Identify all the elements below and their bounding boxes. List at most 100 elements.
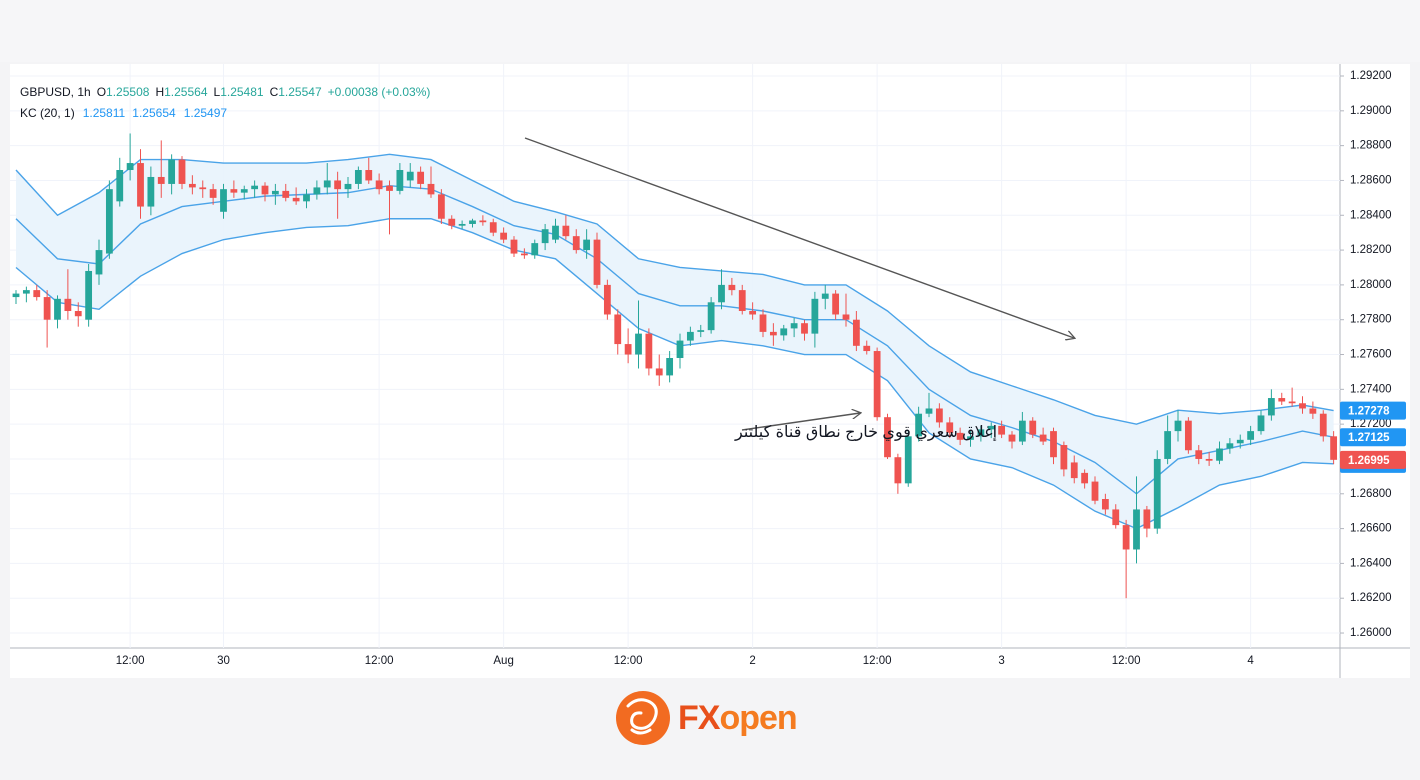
indicator-value: 1.25811: [83, 106, 126, 120]
candle-body: [54, 298, 61, 320]
candle-body: [1216, 448, 1223, 461]
annotation: إغلاق سعري قوي خارج نطاق قناة كيلتنر: [734, 424, 997, 442]
candle-body: [178, 159, 186, 184]
candle-body: [593, 239, 601, 285]
x-tick-label: 12:00: [614, 655, 643, 667]
candle-body: [168, 159, 176, 184]
price-tag-label: 1.26995: [1348, 455, 1390, 467]
candle-body: [603, 284, 611, 315]
candle-body: [365, 170, 373, 181]
field-value: 1.25508: [106, 85, 150, 99]
y-tick-label: 1.28200: [1350, 244, 1392, 256]
x-tick-label: 30: [217, 655, 230, 667]
axes: 1.260001.262001.264001.266001.268001.270…: [116, 70, 1392, 667]
candle-body: [686, 331, 694, 341]
candle-body: [801, 323, 808, 334]
indicator-name: KC (20, 1): [20, 106, 75, 120]
y-tick-label: 1.26000: [1350, 627, 1392, 639]
candle-body: [396, 170, 404, 191]
candle-body: [12, 293, 20, 298]
candle-body: [479, 220, 487, 223]
brand-open: open: [719, 699, 796, 737]
candle-body: [271, 190, 279, 195]
candle-body: [1101, 498, 1109, 510]
channel-upper: [15, 153, 1334, 425]
candle-body: [469, 220, 476, 224]
candle-body: [1226, 443, 1234, 449]
candle-body: [313, 187, 321, 195]
candle-body: [1018, 420, 1026, 442]
candle-body: [998, 425, 1006, 435]
field-key: O: [97, 85, 106, 99]
field-key: L: [214, 85, 221, 99]
candle-body: [749, 311, 757, 315]
candle-body: [1070, 462, 1078, 479]
x-tick-label: 12:00: [365, 655, 394, 667]
symbol: GBPUSD, 1h: [20, 85, 91, 99]
candle-body: [1330, 436, 1338, 460]
chart-panel: [10, 64, 1410, 678]
y-tick-label: 1.28000: [1350, 279, 1392, 291]
candle-body: [1164, 431, 1172, 459]
y-tick-label: 1.29200: [1350, 70, 1392, 82]
candle-body: [137, 163, 144, 207]
candle-body: [303, 194, 310, 202]
candle-body: [935, 408, 943, 423]
change: +0.00038 (+0.03%): [328, 85, 431, 99]
candle-body: [1122, 525, 1130, 550]
candle-body: [64, 298, 72, 312]
candle-body: [821, 293, 829, 299]
candle-body: [147, 176, 155, 207]
candle-body: [666, 358, 674, 376]
candle-body: [1153, 458, 1161, 529]
brand-fx: FX: [678, 699, 721, 737]
trend-arrow: [524, 137, 1074, 338]
candle-body: [832, 293, 840, 315]
candle-body: [1319, 413, 1327, 437]
y-tick-label: 1.27400: [1350, 383, 1392, 395]
y-tick-label: 1.26600: [1350, 523, 1392, 535]
candle-body: [386, 185, 393, 191]
y-tick-label: 1.27600: [1350, 349, 1392, 361]
candle-body: [987, 425, 995, 430]
brand-logo: FXopen: [616, 691, 798, 745]
candle-body: [904, 436, 912, 484]
candle-body: [655, 368, 663, 376]
brand-text: FXopen: [678, 699, 797, 737]
candle-body: [894, 457, 902, 484]
candle-body: [759, 314, 767, 332]
y-tick-label: 1.26400: [1350, 557, 1392, 569]
candle-body: [1236, 439, 1244, 444]
candle-body: [707, 302, 715, 331]
price-tag-label: 1.27125: [1348, 432, 1390, 444]
candle-body: [240, 189, 248, 193]
candle-body: [925, 408, 933, 414]
candle-body: [852, 319, 860, 346]
candle-body: [842, 314, 850, 320]
candle-body: [676, 340, 684, 359]
indicator-value: 1.25654: [132, 106, 176, 120]
header-indicator: KC (20, 1) 1.25811 1.25654 1.25497: [20, 106, 227, 120]
candle-body: [489, 222, 497, 233]
candle-body: [199, 187, 207, 190]
candle-body: [406, 171, 414, 181]
candle-body: [1029, 420, 1037, 435]
candle-body: [1267, 398, 1275, 416]
candle-body: [769, 331, 777, 336]
candle-body: [1008, 434, 1016, 442]
candle-body: [967, 436, 974, 440]
candle-body: [334, 180, 342, 190]
candle-body: [458, 223, 466, 226]
y-tick-label: 1.28400: [1350, 209, 1392, 221]
candle-body: [209, 189, 217, 198]
candle-body: [323, 180, 331, 188]
candle-body: [116, 170, 124, 202]
candles: [12, 133, 1338, 599]
price-tag: [1340, 401, 1406, 420]
candle-body: [552, 225, 559, 240]
candle-body: [915, 413, 923, 437]
x-tick-label: 12:00: [116, 655, 145, 667]
candle-body: [1257, 415, 1265, 432]
